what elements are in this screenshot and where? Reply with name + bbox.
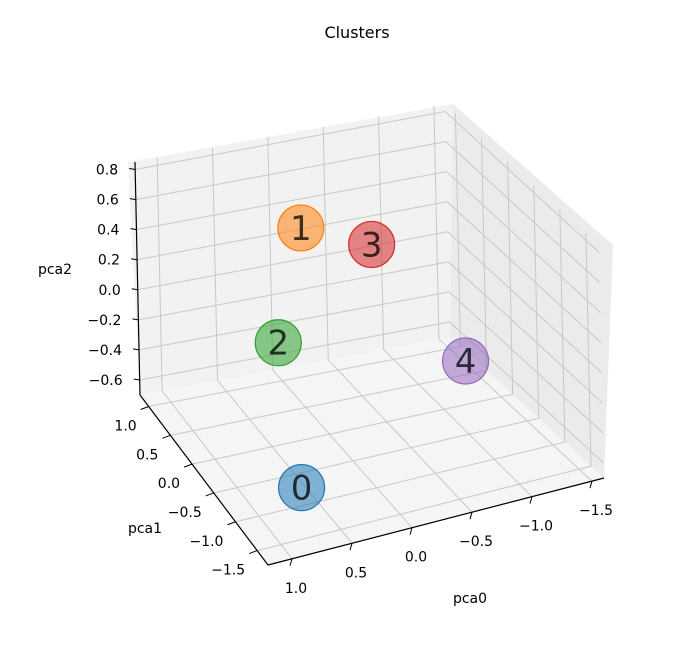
y-tick-mark <box>248 550 258 555</box>
z-tick-label: 0.8 <box>96 163 118 179</box>
z-tick-mark <box>131 288 138 291</box>
y-tick-mark <box>205 492 214 497</box>
cluster-label: 1 <box>290 209 312 249</box>
x-tick-mark <box>589 480 593 489</box>
x-tick-mark <box>409 527 413 535</box>
y-tick-mark <box>162 434 171 439</box>
cluster-points: 0 1 2 3 4 <box>254 204 490 512</box>
z-tick-mark <box>129 168 136 171</box>
z-tick-label: 0.2 <box>98 253 120 269</box>
gridline-x <box>156 157 293 560</box>
y-tick-mark <box>140 406 149 410</box>
z-tick-label: −0.2 <box>87 313 121 329</box>
z-tick-mark <box>133 378 140 381</box>
y-tick-mark <box>227 521 236 526</box>
z-tick-mark <box>131 258 138 261</box>
cluster-point-2: 2 <box>254 319 302 367</box>
z-tick-label: 0.6 <box>97 193 119 209</box>
cluster-label: 4 <box>455 342 477 382</box>
z-axis-line <box>134 161 141 396</box>
x-tick-label: 0.5 <box>345 565 367 581</box>
x-tick-label: 0.0 <box>405 550 427 566</box>
x-axis-line <box>267 477 605 566</box>
cluster-point-1: 1 <box>277 204 325 252</box>
z-axis-label: pca2 <box>38 262 72 278</box>
cluster-point-4: 4 <box>441 337 490 385</box>
gridline-y <box>213 185 540 494</box>
cluster-marker <box>277 464 326 512</box>
gridline-x <box>267 137 413 529</box>
cluster-point-0: 0 <box>277 464 326 512</box>
gridlines <box>135 106 605 560</box>
cluster-label: 0 <box>291 469 313 509</box>
x-tick-mark <box>289 558 293 566</box>
gridline-z <box>135 141 601 283</box>
gridline-y <box>191 161 514 465</box>
y-tick-mark <box>183 463 193 468</box>
gridline-x <box>378 116 533 497</box>
gridline-z <box>138 291 604 434</box>
z-tick-label: 0.4 <box>97 223 119 239</box>
axis-panes <box>128 104 613 565</box>
z-tick-mark <box>129 198 136 201</box>
x-axis-label: pca0 <box>453 591 487 607</box>
gridline-x <box>322 126 473 513</box>
z-tick-mark <box>130 228 137 231</box>
y-tick-label: −0.5 <box>168 505 202 521</box>
y-axis-line <box>139 394 269 566</box>
cluster-label: 2 <box>267 324 289 364</box>
x-tick-label: −1.0 <box>519 519 553 535</box>
gridline-x <box>433 106 593 482</box>
x-tick-mark <box>529 496 533 504</box>
cluster-marker <box>441 337 490 385</box>
y-axis-label: pca1 <box>128 521 162 537</box>
z-tick-label: −0.6 <box>89 373 123 389</box>
y-tick-label: 0.5 <box>136 447 158 463</box>
gridline-z <box>135 110 600 253</box>
axis-lines <box>134 161 605 566</box>
y-tick-label: −1.0 <box>189 534 223 550</box>
chart-title: Clusters <box>324 23 389 42</box>
gridline-z <box>137 201 602 344</box>
side-wall-pane <box>450 104 613 478</box>
x-tick-label: 1.0 <box>285 581 307 597</box>
cluster-marker <box>348 220 396 269</box>
x-tick-mark <box>349 543 353 551</box>
gridline-z <box>136 171 601 314</box>
back-wall-pane <box>128 104 453 395</box>
z-tick-label: −0.4 <box>88 343 122 359</box>
gridline-z <box>137 231 603 374</box>
cluster-marker <box>277 204 325 252</box>
x-tick-mark <box>469 512 473 520</box>
z-tick-mark <box>132 348 140 351</box>
tick-marks-and-labels: 1.00.50.0−0.5−1.0−1.5−1.5−1.0−0.50.00.51… <box>87 163 613 597</box>
y-tick-label: 1.0 <box>114 419 136 435</box>
z-tick-label: 0.0 <box>98 283 120 299</box>
gridline-y <box>235 209 566 523</box>
cluster-marker <box>254 319 302 367</box>
x-tick-label: −1.5 <box>579 503 613 519</box>
gridline-z <box>138 261 603 404</box>
cluster-label: 3 <box>361 225 383 265</box>
cluster-point-3: 3 <box>348 220 396 269</box>
x-tick-label: −0.5 <box>459 534 493 550</box>
y-tick-label: 0.0 <box>158 476 180 492</box>
y-tick-label: −1.5 <box>211 563 245 579</box>
gridline-z <box>139 321 605 464</box>
z-tick-mark <box>132 318 139 321</box>
gridline-y <box>257 233 592 552</box>
